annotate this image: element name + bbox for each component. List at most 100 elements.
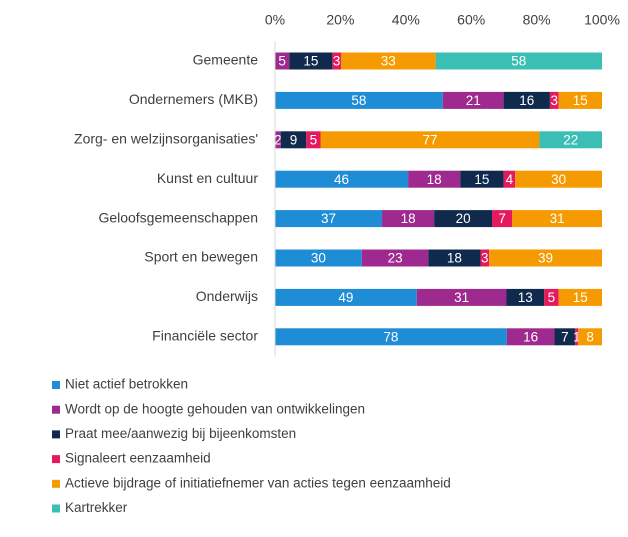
bar-segment [503,91,550,109]
x-tick-label: 100% [584,12,620,28]
bar-segment [435,52,602,70]
y-tick-label: Kunst en cultuur [157,170,259,186]
bar-segment [275,131,281,149]
data-label: 20 [456,211,471,226]
data-label: 49 [338,290,353,305]
data-label: 22 [563,132,578,147]
y-tick-label: Geloofsgemeenschappen [98,209,258,225]
data-label: 2 [274,132,282,147]
legend-label: Wordt op de hoogte gehouden van ontwikke… [65,401,365,416]
legend-swatch [52,381,60,389]
data-label: 5 [548,290,556,305]
bar-segment [503,170,516,188]
x-tick-label: 40% [392,12,420,28]
bar-segment [275,288,417,306]
y-tick-label: Onderwijs [196,288,258,304]
x-tick-label: 80% [523,12,551,28]
data-label: 58 [511,54,526,69]
y-tick-label: Ondernemers (MKB) [129,91,258,107]
data-label: 77 [422,132,437,147]
bar-segment [275,52,290,70]
bar-segment [275,249,362,267]
x-tick-label: 20% [326,12,354,28]
bar-segment [361,249,429,267]
data-label: 78 [383,329,398,344]
bar-segment [320,131,540,149]
data-label: 5 [278,54,286,69]
data-label: 1 [573,329,581,344]
data-label: 46 [334,172,349,187]
y-tick-label: Financiële sector [152,328,258,344]
data-label: 4 [506,172,514,187]
bar-segment [416,288,507,306]
data-label: 16 [523,329,538,344]
y-tick-label: Zorg- en welzijnsorganisaties' [74,131,258,147]
data-label: 30 [311,251,326,266]
data-label: 15 [303,54,318,69]
data-label: 16 [519,93,534,108]
bar-segment [480,249,490,267]
data-label: 15 [474,172,489,187]
bar-segment [306,131,321,149]
bar-segment [280,131,307,149]
bar-segment [515,170,602,188]
bar-segment [275,328,507,346]
data-label: 15 [573,93,588,108]
legend-label: Actieve bijdrage of initiatiefnemer van … [65,475,451,490]
data-label: 21 [466,93,481,108]
bar-segment [460,170,504,188]
bar-segment [275,210,383,228]
x-tick-label: 0% [265,12,285,28]
legend-label: Kartrekker [65,500,128,515]
bar-segment [558,288,602,306]
bar-segment [578,328,602,346]
legend-swatch [52,504,60,513]
data-label: 37 [321,211,336,226]
bar-segment [289,52,333,70]
bar-segment [489,249,602,267]
data-label: 39 [538,251,553,266]
data-label: 30 [551,172,566,187]
bar-segment [382,210,435,228]
bar-segment [575,328,579,346]
data-label: 18 [427,172,442,187]
legend-label: Praat mee/aanwezig bij bijeenkomsten [65,426,296,441]
bar-segment [275,91,443,109]
data-label: 8 [586,329,594,344]
data-label: 3 [481,251,489,266]
bar-segment [558,91,602,109]
y-tick-label: Sport en bewegen [144,249,258,265]
bar-segment [408,170,461,188]
bar-segment [340,52,436,70]
data-label: 3 [550,93,558,108]
bar-segment [442,91,504,109]
data-label: 5 [310,132,318,147]
bar-segment [332,52,341,70]
data-label: 31 [550,211,565,226]
data-label: 3 [333,54,341,69]
bar-segment [539,131,602,149]
data-label: 18 [401,211,416,226]
data-label: 15 [573,290,588,305]
legend-label: Niet actief betrokken [65,377,188,392]
data-label: 9 [290,132,298,147]
bar-segment [275,170,409,188]
bar-segment [506,328,555,346]
bar-segment [506,288,545,306]
data-label: 31 [454,290,469,305]
data-label: 23 [388,251,403,266]
legend-swatch [52,479,60,488]
x-tick-label: 60% [457,12,485,28]
legend-swatch [52,455,60,464]
bar-segment [512,210,602,228]
data-label: 58 [351,93,366,108]
data-label: 13 [518,290,533,305]
data-label: 18 [447,251,462,266]
bar-segment [554,328,576,346]
legend-label: Signaleert eenzaamheid [65,451,211,466]
bar-segment [434,210,493,228]
bar-segment [428,249,481,267]
legend-swatch [52,405,60,414]
legend-swatch [52,430,60,439]
